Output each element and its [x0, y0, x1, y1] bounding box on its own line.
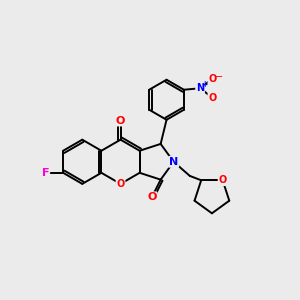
Text: O: O — [147, 192, 157, 202]
Text: O: O — [218, 175, 227, 185]
Text: N: N — [169, 157, 178, 167]
Text: O: O — [208, 74, 217, 84]
Text: O: O — [116, 116, 125, 126]
Text: −: − — [215, 72, 223, 82]
Text: +: + — [201, 80, 207, 89]
Text: F: F — [42, 168, 49, 178]
Text: N: N — [196, 83, 204, 93]
Text: O: O — [116, 179, 125, 189]
Text: O: O — [208, 93, 217, 103]
